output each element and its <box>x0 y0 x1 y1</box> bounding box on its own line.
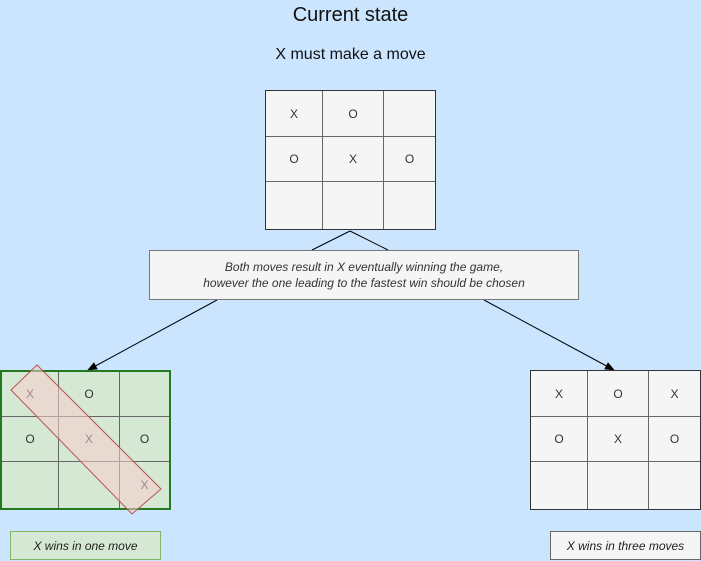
board-cell: X <box>266 91 323 137</box>
board-cell: O <box>649 417 700 462</box>
board-cell <box>323 182 384 229</box>
diagonal-win-highlight <box>10 364 162 515</box>
board-cell: X <box>588 417 649 462</box>
board-cell: O <box>323 91 384 137</box>
explanation-note: Both moves result in X eventually winnin… <box>149 250 579 300</box>
board-cell: O <box>2 417 59 462</box>
board-cell <box>266 182 323 229</box>
board-cell <box>531 462 588 509</box>
arrow-to-right-option <box>483 299 615 371</box>
connector-line-right <box>349 230 389 251</box>
board-cell <box>588 462 649 509</box>
board-cell <box>384 91 435 137</box>
board-cell: O <box>59 372 120 417</box>
right-option-caption: X wins in three moves <box>550 531 701 560</box>
board-cell: O <box>531 417 588 462</box>
board-cell: O <box>588 371 649 417</box>
arrow-to-left-option <box>87 299 218 371</box>
connector-line-left <box>311 230 351 251</box>
left-option-caption: X wins in one move <box>10 531 161 560</box>
board-cell: O <box>120 417 169 462</box>
board-cell: X <box>531 371 588 417</box>
board-cell <box>120 372 169 417</box>
board-cell: X <box>323 137 384 182</box>
board-cell: O <box>266 137 323 182</box>
page-subtitle: X must make a move <box>275 46 426 63</box>
board-cell: X <box>649 371 700 417</box>
board-cell <box>2 462 59 508</box>
board-cell: O <box>384 137 435 182</box>
page-title: Current state <box>292 4 409 26</box>
note-line-1: Both moves result in X eventually winnin… <box>224 260 504 274</box>
note-line-2: however the one leading to the fastest w… <box>203 276 525 290</box>
